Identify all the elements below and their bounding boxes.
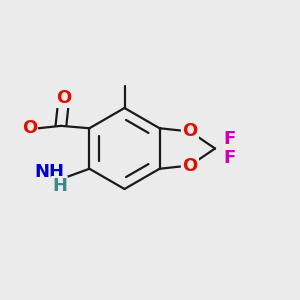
Text: F: F	[223, 130, 236, 148]
Text: O: O	[182, 157, 198, 175]
Text: O: O	[22, 119, 37, 137]
Text: NH: NH	[34, 163, 64, 181]
Text: H: H	[52, 177, 67, 195]
Text: O: O	[182, 122, 198, 140]
Text: O: O	[56, 89, 71, 107]
Text: F: F	[223, 149, 236, 167]
